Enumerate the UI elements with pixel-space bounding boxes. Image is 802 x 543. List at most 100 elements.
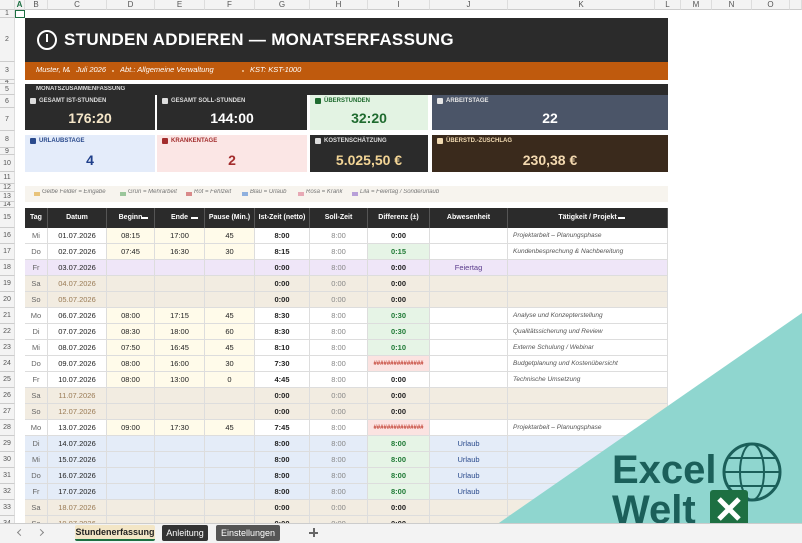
- table-cell: 13:00: [155, 372, 205, 388]
- table-cell: ###############: [368, 356, 430, 372]
- table-cell: 8:10: [255, 340, 310, 356]
- row-number: 33: [0, 500, 15, 516]
- table-cell: 8:00: [310, 340, 368, 356]
- table-cell: Mi: [25, 228, 48, 244]
- column-header: E: [155, 0, 205, 10]
- filter-button[interactable]: [141, 217, 148, 219]
- table-cell: 7:30: [255, 356, 310, 372]
- row-number: 18: [0, 260, 15, 276]
- table-cell: 8:30: [255, 308, 310, 324]
- table-cell: 0:00: [368, 292, 430, 308]
- table-cell: 8:00: [255, 452, 310, 468]
- table-cell: 04.07.2026: [48, 276, 107, 292]
- card-icon: [162, 98, 168, 104]
- table-cell: [205, 452, 255, 468]
- filter-button[interactable]: [191, 217, 198, 219]
- table-cell: [107, 436, 155, 452]
- table-cell: 0:00: [310, 292, 368, 308]
- table-cell: [508, 260, 668, 276]
- row-number: 20: [0, 292, 15, 308]
- table-cell: 17.07.2026: [48, 484, 107, 500]
- table-cell: Urlaub: [430, 484, 508, 500]
- table-cell: [430, 292, 508, 308]
- summary-card: URLAUBSTAGE 4: [25, 135, 155, 172]
- table-cell: 0:00: [255, 404, 310, 420]
- table-cell: 0:30: [368, 324, 430, 340]
- table-cell: 0:00: [368, 388, 430, 404]
- separator: [242, 70, 244, 72]
- table-cell: [430, 388, 508, 404]
- table-cell: 45: [205, 340, 255, 356]
- column-header: F: [205, 0, 255, 10]
- table-cell: 8:00: [310, 484, 368, 500]
- table-cell: [430, 404, 508, 420]
- table-cell: 8:15: [255, 244, 310, 260]
- filter-button[interactable]: [618, 217, 625, 219]
- table-cell: 18:00: [155, 324, 205, 340]
- table-cell: [107, 292, 155, 308]
- table-cell: Di: [25, 324, 48, 340]
- summary-card: GESAMT IST-STUNDEN 176:20: [25, 95, 155, 130]
- row-number: 15: [0, 208, 15, 228]
- sheet-tab[interactable]: Stundenerfassung: [75, 525, 155, 541]
- sheet-tab[interactable]: Einstellungen: [216, 525, 280, 541]
- table-cell: 08:30: [107, 324, 155, 340]
- table-cell: Mo: [25, 308, 48, 324]
- table-cell: [205, 260, 255, 276]
- table-cell: Budgetplanung und Kostenübersicht: [508, 356, 668, 372]
- summary-card: ARBEITSTAGE 22: [432, 95, 668, 130]
- table-cell: Fr: [25, 260, 48, 276]
- table-cell: [107, 452, 155, 468]
- card-value: 2: [228, 152, 236, 168]
- table-cell: 8:00: [310, 468, 368, 484]
- sheet-tab[interactable]: Anleitung: [162, 525, 208, 541]
- table-cell: Mi: [25, 452, 48, 468]
- card-value: 144:00: [210, 110, 254, 126]
- table-cell: Urlaub: [430, 468, 508, 484]
- table-cell: 08.07.2026: [48, 340, 107, 356]
- row-number: 31: [0, 468, 15, 484]
- card-label: URLAUBSTAGE: [39, 138, 85, 144]
- row-number: 27: [0, 404, 15, 420]
- table-cell: 8:00: [368, 484, 430, 500]
- logo-globe: [722, 442, 782, 502]
- table-cell: 8:00: [310, 308, 368, 324]
- table-cell: [155, 276, 205, 292]
- logo-globe-lines: [739, 443, 765, 501]
- table-cell: 0:00: [310, 388, 368, 404]
- summary-card: GESAMT SOLL-STUNDEN 144:00: [157, 95, 307, 130]
- title: STUNDEN ADDIEREN — MONATSERFASSUNG: [64, 30, 454, 49]
- table-cell: [430, 308, 508, 324]
- table-cell: [508, 292, 668, 308]
- table-cell: [508, 276, 668, 292]
- table-cell: 16:00: [155, 356, 205, 372]
- card-value: 176:20: [68, 110, 112, 126]
- table-cell: [155, 452, 205, 468]
- column-header: D: [107, 0, 155, 10]
- table-cell: Projektarbeit – Planungsphase: [508, 420, 668, 436]
- table-cell: 45: [205, 228, 255, 244]
- separator: [112, 70, 114, 72]
- legend-swatch: [352, 192, 358, 196]
- row-number: 13: [0, 192, 15, 202]
- table-cell: 17:00: [155, 228, 205, 244]
- title-icon: [37, 30, 57, 50]
- legend-item: Rosa = Krank: [306, 189, 343, 195]
- card-value: 5.025,50 €: [335, 152, 403, 168]
- legend-swatch: [186, 192, 192, 196]
- card-label: GESAMT IST-STUNDEN: [39, 98, 107, 104]
- card-value: 22: [542, 110, 558, 126]
- column-header: G: [255, 0, 310, 10]
- table-cell: 0:00: [368, 228, 430, 244]
- row-number: 5: [0, 84, 15, 95]
- table-cell: 0: [205, 372, 255, 388]
- table-cell: So: [25, 404, 48, 420]
- row-number: 30: [0, 452, 15, 468]
- table-cell: 0:00: [368, 260, 430, 276]
- column-header: M: [681, 0, 712, 10]
- row-number: 26: [0, 388, 15, 404]
- summary-title: MONATSZUSAMMENFASSUNG: [36, 86, 126, 92]
- add-sheet-v[interactable]: [313, 528, 315, 537]
- table-cell: Di: [25, 436, 48, 452]
- table-header: Beginn: [107, 208, 155, 228]
